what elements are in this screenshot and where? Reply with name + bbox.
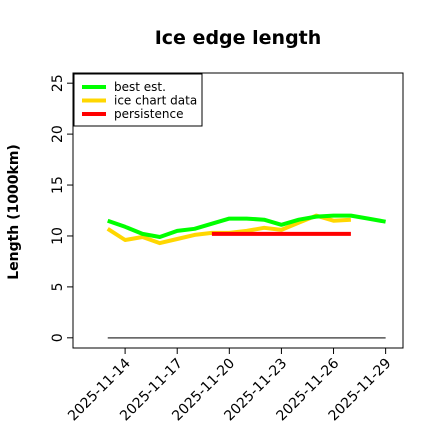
y-tick-label-25: 25 (50, 74, 66, 92)
plot-frame (72, 72, 404, 349)
legend-label-ice_chart: ice chart data (114, 94, 197, 108)
y-tick-label-0: 0 (50, 333, 66, 342)
chart-title: Ice edge length (155, 27, 322, 49)
y-axis: 0 5 10 15 20 25 (50, 74, 73, 342)
x-axis: 2025-11-142025-11-172025-11-202025-11-23… (65, 348, 394, 424)
y-axis-label: Length (1000km) (6, 144, 22, 280)
series-lines (106, 213, 386, 246)
y-tick-label-5: 5 (50, 282, 66, 291)
legend-label-best_est: best est. (114, 80, 166, 94)
y-tick-label-15: 15 (50, 176, 66, 194)
y-tick-label-10: 10 (50, 227, 66, 245)
series-line-best_est (107, 213, 386, 239)
legend-box (73, 73, 203, 127)
legend-label-persistence: persistence (114, 107, 183, 121)
y-tick-label-20: 20 (50, 125, 66, 143)
